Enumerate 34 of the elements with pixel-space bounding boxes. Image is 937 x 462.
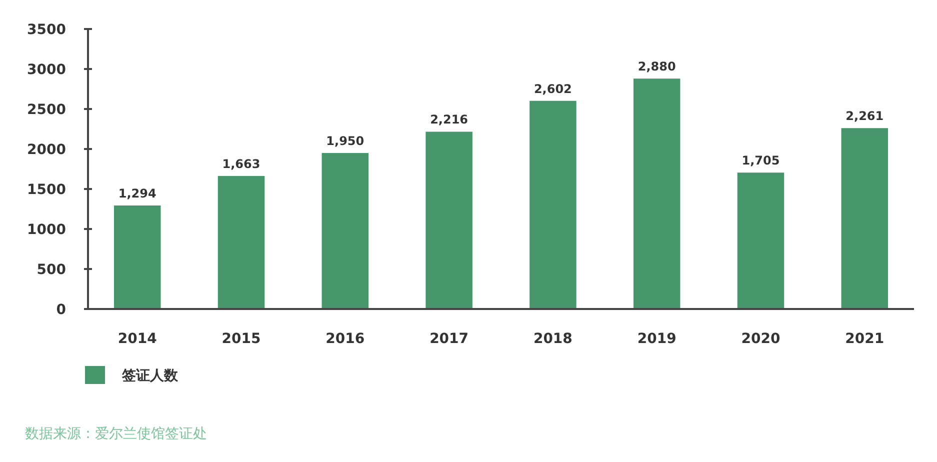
x-tick-label: 2021 [845, 331, 884, 347]
bar [633, 78, 680, 309]
y-tick-label: 3000 [27, 62, 66, 78]
y-tick-label: 500 [36, 262, 66, 278]
y-tick-label: 3500 [27, 22, 66, 38]
bar [737, 172, 784, 309]
y-tick-label: 1000 [27, 222, 66, 238]
data-label: 1,663 [222, 156, 260, 171]
data-label: 2,216 [430, 112, 468, 127]
source-note: 数据来源：爱尔兰使馆签证处 [25, 426, 207, 442]
bar [530, 100, 576, 309]
data-label: 1,950 [326, 134, 364, 148]
data-label: 2,602 [534, 82, 572, 96]
data-label: 1,705 [742, 154, 780, 168]
bar [218, 176, 265, 309]
x-tick-label: 2014 [118, 331, 158, 347]
x-tick-label: 2018 [533, 331, 572, 347]
data-label: 2,880 [638, 60, 676, 74]
bar [841, 128, 888, 309]
x-tick-label: 2019 [637, 331, 676, 347]
x-tick-label: 2016 [326, 331, 365, 347]
y-tick-label: 2500 [27, 102, 66, 118]
bar [426, 132, 472, 309]
x-tick-label: 2015 [222, 331, 261, 347]
data-label: 1,294 [118, 186, 156, 200]
y-tick-label: 1500 [27, 182, 66, 198]
legend-label: 签证人数 [121, 368, 179, 384]
x-tick-label: 2020 [741, 331, 780, 347]
bar [114, 205, 161, 309]
data-label: 2,261 [846, 109, 884, 124]
bar [322, 153, 369, 309]
x-tick-label: 2017 [430, 331, 469, 347]
y-tick-label: 0 [56, 302, 66, 318]
y-tick-label: 2000 [27, 142, 66, 158]
